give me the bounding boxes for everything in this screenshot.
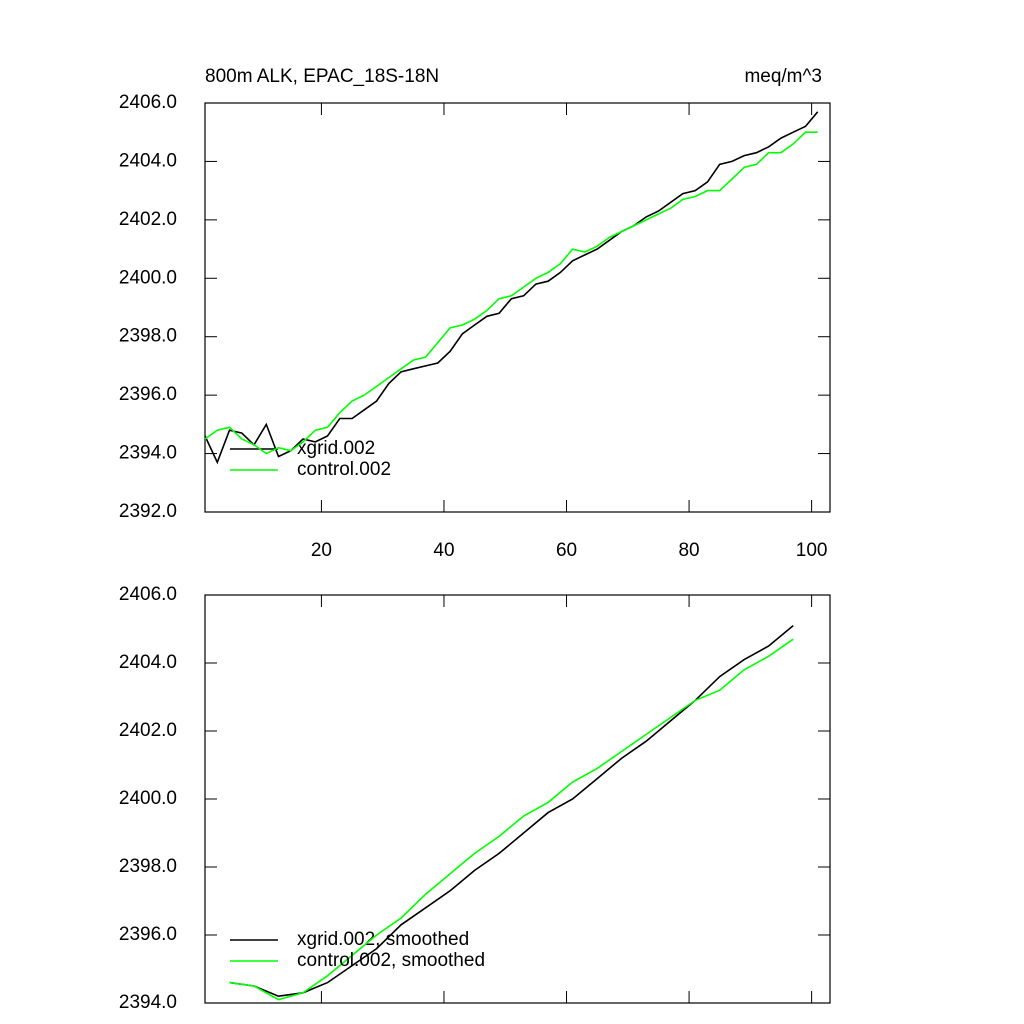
y-tick-label: 2392.0	[119, 501, 177, 522]
x-tick-label: 20	[311, 540, 332, 561]
x-tick-label: 100	[796, 540, 828, 561]
legend-label: control.002, smoothed	[297, 950, 485, 971]
units-label: meq/m^3	[744, 66, 822, 87]
y-tick-label: 2400.0	[119, 267, 177, 288]
y-tick-label: 2396.0	[119, 384, 177, 405]
chart-title: 800m ALK, EPAC_18S-18N	[205, 66, 439, 87]
y-tick-label: 2404.0	[119, 150, 177, 171]
x-tick-label: 80	[678, 540, 699, 561]
y-tick-label: 2394.0	[119, 992, 177, 1013]
y-tick-label: 2406.0	[119, 92, 177, 113]
y-tick-label: 2402.0	[119, 720, 177, 741]
y-tick-label: 2404.0	[119, 652, 177, 673]
y-tick-label: 2398.0	[119, 856, 177, 877]
y-tick-label: 2396.0	[119, 924, 177, 945]
x-tick-label: 60	[556, 540, 577, 561]
plot-frame	[204, 102, 831, 513]
legend-label: xgrid.002	[297, 438, 375, 459]
series-line	[229, 638, 794, 1001]
series-line	[229, 624, 794, 998]
x-tick-label: 40	[433, 540, 454, 561]
legend-label: xgrid.002, smoothed	[297, 929, 469, 950]
legend-label: control.002	[297, 459, 391, 480]
series-line	[204, 111, 819, 465]
y-tick-label: 2402.0	[119, 209, 177, 230]
y-tick-label: 2400.0	[119, 788, 177, 809]
y-tick-label: 2406.0	[119, 584, 177, 605]
y-tick-label: 2394.0	[119, 443, 177, 464]
series-line	[204, 131, 818, 455]
y-tick-label: 2398.0	[119, 326, 177, 347]
